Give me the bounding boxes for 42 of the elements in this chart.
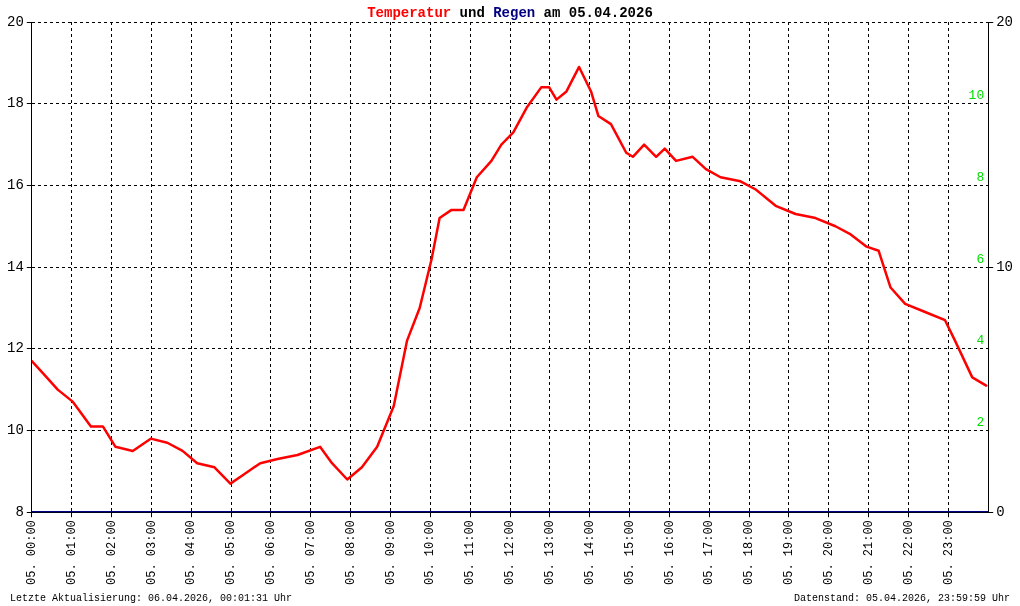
y-tick-label: 14 xyxy=(6,258,24,275)
y-tick-label: 20 xyxy=(6,13,24,30)
x-tick-label: 05. 03:00 xyxy=(144,520,159,585)
text: Letzte Aktualisierung: 06.04.2026, 00:01:31 Uhr xyxy=(10,592,293,604)
y2-tick-label: 10 xyxy=(996,258,1014,275)
x-tick-label: 05. 08:00 xyxy=(343,520,358,585)
chart-title: Temperatur und Regen am 05.04.2026 xyxy=(367,4,653,21)
y3-tick-label: 6 xyxy=(976,251,985,267)
x-tick-label: 05. 23:00 xyxy=(941,520,956,585)
x-tick-label: 05. 17:00 xyxy=(702,520,717,585)
x-tick-label: 05. 05:00 xyxy=(224,520,239,585)
x-tick-label: 05. 19:00 xyxy=(782,520,797,585)
y-tick-label: 18 xyxy=(6,95,24,112)
x-tick-label: 05. 15:00 xyxy=(622,520,637,585)
x-tick-label: 05. 22:00 xyxy=(901,520,916,585)
x-tick-label: 05. 04:00 xyxy=(184,520,199,585)
text: Datenstand: 05.04.2026, 23:59:59 Uhr xyxy=(793,592,1010,604)
y3-tick-label: 8 xyxy=(976,169,985,185)
y-tick-label: 12 xyxy=(6,340,24,357)
x-tick-label: 05. 00:00 xyxy=(24,520,39,585)
y-tick-label: 16 xyxy=(6,177,24,194)
x-tick-label: 05. 21:00 xyxy=(861,520,876,585)
y3-tick-label: 10 xyxy=(968,88,985,104)
x-tick-label: 05. 06:00 xyxy=(264,520,279,585)
x-tick-label: 05. 18:00 xyxy=(742,520,757,585)
x-tick-label: 05. 01:00 xyxy=(64,520,79,585)
y3-tick-label: 2 xyxy=(976,414,985,430)
x-tick-label: 05. 11:00 xyxy=(463,520,478,585)
x-tick-label: 05. 02:00 xyxy=(104,520,119,585)
x-tick-label: 05. 13:00 xyxy=(543,520,558,585)
x-tick-label: 05. 12:00 xyxy=(503,520,518,585)
x-tick-label: 05. 07:00 xyxy=(303,520,318,585)
y2-tick-label: 20 xyxy=(996,13,1014,30)
x-tick-label: 05. 10:00 xyxy=(423,520,438,585)
y-tick-label: 10 xyxy=(6,422,24,439)
y2-tick-label: 0 xyxy=(996,503,1005,520)
y3-tick-label: 4 xyxy=(976,333,985,349)
x-tick-label: 05. 14:00 xyxy=(582,520,597,585)
x-tick-label: 05. 09:00 xyxy=(383,520,398,585)
x-tick-label: 05. 20:00 xyxy=(821,520,836,585)
x-tick-label: 05. 16:00 xyxy=(662,520,677,585)
y-tick-label: 8 xyxy=(15,503,24,520)
